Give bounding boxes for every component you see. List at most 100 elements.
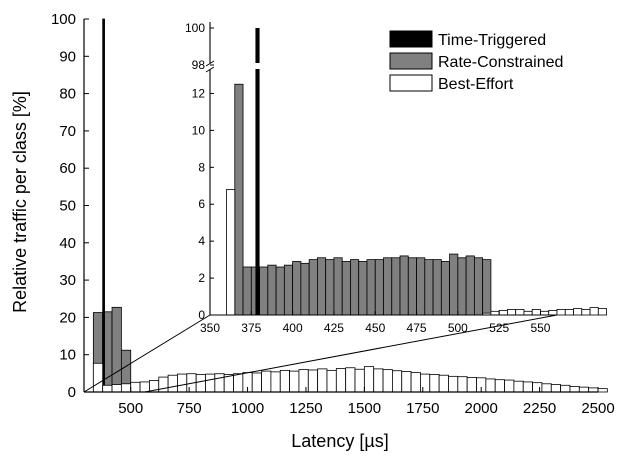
inset-bar-best-effort xyxy=(516,309,524,315)
inset-y-tick-label: 100 xyxy=(185,21,205,35)
main-bar-best-effort xyxy=(392,371,401,392)
x-tick-label: 750 xyxy=(177,400,202,417)
inset-bar-rate-constrained xyxy=(326,260,334,315)
inset-bar-rate-constrained xyxy=(375,260,383,315)
main-bar-best-effort xyxy=(579,387,588,392)
inset-bar-best-effort xyxy=(507,309,515,315)
inset-x-tick-label: 500 xyxy=(448,321,468,335)
inset-x-tick-label: 400 xyxy=(283,321,303,335)
inset-bar-rate-constrained xyxy=(433,260,441,315)
inset-y-tick-label: 98 xyxy=(192,58,206,72)
inset-bar-rate-constrained xyxy=(284,265,292,315)
legend-label-best-effort: Best-Effort xyxy=(438,76,514,93)
main-bar-best-effort xyxy=(299,370,308,392)
inset-y-tick-label: 12 xyxy=(192,86,206,100)
inset-y-tick-label: 6 xyxy=(198,197,205,211)
inset-x-tick-label: 550 xyxy=(530,321,550,335)
main-bar-best-effort xyxy=(355,369,364,392)
inset-bar-rate-constrained xyxy=(392,258,400,315)
main-bar-best-effort xyxy=(420,374,429,392)
inset-bar-rate-constrained xyxy=(384,258,392,315)
inset-bar-time-triggered-upper xyxy=(255,28,259,63)
inset-x-tick-label: 475 xyxy=(407,321,427,335)
inset-bar-rate-constrained xyxy=(367,260,375,315)
main-bar-best-effort xyxy=(364,367,373,392)
main-bar-best-effort xyxy=(430,374,439,392)
main-bar-best-effort xyxy=(131,382,140,392)
main-bar-best-effort xyxy=(140,382,149,392)
main-bar-best-effort xyxy=(177,374,186,392)
inset-y-tick-label: 2 xyxy=(198,271,205,285)
main-bar-best-effort xyxy=(290,371,299,392)
main-bar-best-effort xyxy=(336,369,345,392)
legend-swatch-time-triggered xyxy=(390,31,432,47)
inset-bar-rate-constrained xyxy=(235,84,243,315)
inset-bar-rate-constrained xyxy=(243,267,251,315)
main-bar-best-effort xyxy=(570,386,579,392)
inset-y-tick-label: 8 xyxy=(198,160,205,174)
main-bar-best-effort xyxy=(196,374,205,392)
legend-label-time-triggered: Time-Triggered xyxy=(438,32,546,49)
inset-y-tick-label: 4 xyxy=(198,234,205,248)
y-tick-label: 0 xyxy=(68,384,76,401)
inset-bar-rate-constrained xyxy=(474,258,482,315)
y-tick-label: 20 xyxy=(59,309,76,326)
inset-bar-best-effort xyxy=(524,311,532,315)
legend-label-rate-constrained: Rate-Constrained xyxy=(438,54,563,71)
main-bar-best-effort xyxy=(505,380,514,392)
main-bar-best-effort xyxy=(112,385,121,392)
inset-bar-best-effort xyxy=(565,309,573,315)
main-bar-best-effort xyxy=(103,385,112,392)
inset-bar-rate-constrained xyxy=(408,258,416,315)
y-tick-label: 10 xyxy=(59,347,76,364)
main-bar-best-effort xyxy=(598,389,607,392)
main-bar-best-effort xyxy=(374,369,383,392)
x-tick-label: 2000 xyxy=(464,400,497,417)
main-bar-best-effort xyxy=(280,370,289,392)
main-bar-best-effort xyxy=(523,382,532,392)
inset-bar-rate-constrained xyxy=(483,260,491,315)
inset-bar-best-effort xyxy=(532,309,540,315)
inset-bar-rate-constrained xyxy=(350,260,358,315)
main-bar-best-effort xyxy=(262,371,271,392)
inset-bar-rate-constrained xyxy=(417,258,425,315)
main-bar-best-effort xyxy=(121,384,130,392)
inset-bar-best-effort xyxy=(499,310,507,315)
main-bar-best-effort xyxy=(308,370,317,392)
x-tick-label: 2250 xyxy=(523,400,556,417)
main-bar-best-effort xyxy=(346,368,355,392)
inset-bar-best-effort xyxy=(540,311,548,315)
y-tick-label: 90 xyxy=(59,48,76,65)
inset-x-tick-label: 350 xyxy=(200,321,220,335)
x-tick-label: 500 xyxy=(118,400,143,417)
inset-x-tick-label: 450 xyxy=(365,321,385,335)
y-tick-label: 40 xyxy=(59,235,76,252)
inset-y-tick-label: 0 xyxy=(198,308,205,322)
main-bar-best-effort xyxy=(458,377,467,392)
inset-bar-rate-constrained xyxy=(441,261,449,315)
y-tick-label: 70 xyxy=(59,123,76,140)
main-bar-best-effort xyxy=(327,370,336,392)
inset-y-tick-label: 10 xyxy=(192,123,206,137)
main-bar-best-effort xyxy=(551,385,560,392)
inset-bar-time-triggered xyxy=(255,69,259,315)
inset-x-tick-label: 425 xyxy=(324,321,344,335)
inset-x-tick-label: 525 xyxy=(489,321,509,335)
x-tick-label: 1500 xyxy=(348,400,381,417)
x-tick-label: 1000 xyxy=(231,400,264,417)
main-bar-best-effort xyxy=(589,388,598,392)
inset-break-gap xyxy=(254,63,260,69)
main-bar-best-effort xyxy=(234,374,243,392)
main-bar-best-effort xyxy=(514,381,523,392)
inset-bar-rate-constrained xyxy=(309,260,317,315)
main-bar-best-effort xyxy=(215,374,224,392)
x-tick-label: 1750 xyxy=(406,400,439,417)
main-bar-best-effort xyxy=(561,385,570,392)
main-bar-best-effort xyxy=(448,376,457,392)
y-tick-label: 50 xyxy=(59,198,76,215)
y-tick-label: 100 xyxy=(51,11,76,28)
inset-bar-rate-constrained xyxy=(301,263,309,315)
inset-bar-rate-constrained xyxy=(342,261,350,315)
main-bar-best-effort xyxy=(402,371,411,392)
